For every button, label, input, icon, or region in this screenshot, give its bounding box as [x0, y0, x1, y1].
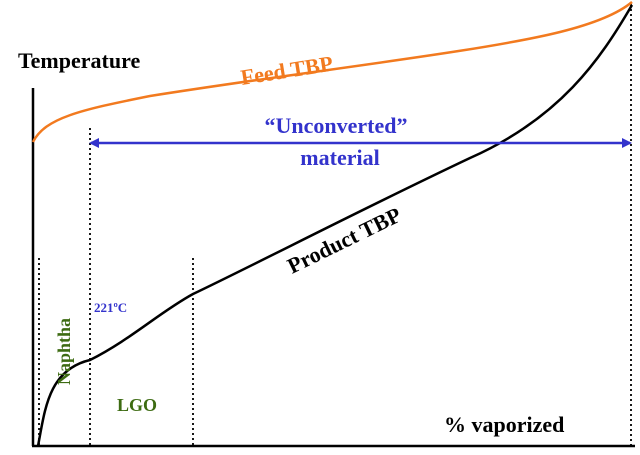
- product-tbp-curve: [36, 4, 634, 447]
- unconverted-label-line2: material: [300, 145, 379, 170]
- x-axis-title: % vaporized: [444, 412, 564, 437]
- feed-tbp-label: Feed TBP: [239, 51, 335, 90]
- lgo-label: LGO: [117, 395, 157, 415]
- feed-tbp-curve: [31, 1, 633, 143]
- y-axis-title: Temperature: [18, 48, 140, 73]
- naphtha-label: Naphtha: [54, 318, 74, 385]
- cut-temperature-label: 221ºC: [94, 300, 127, 315]
- unconverted-label-line1: “Unconverted”: [265, 113, 408, 138]
